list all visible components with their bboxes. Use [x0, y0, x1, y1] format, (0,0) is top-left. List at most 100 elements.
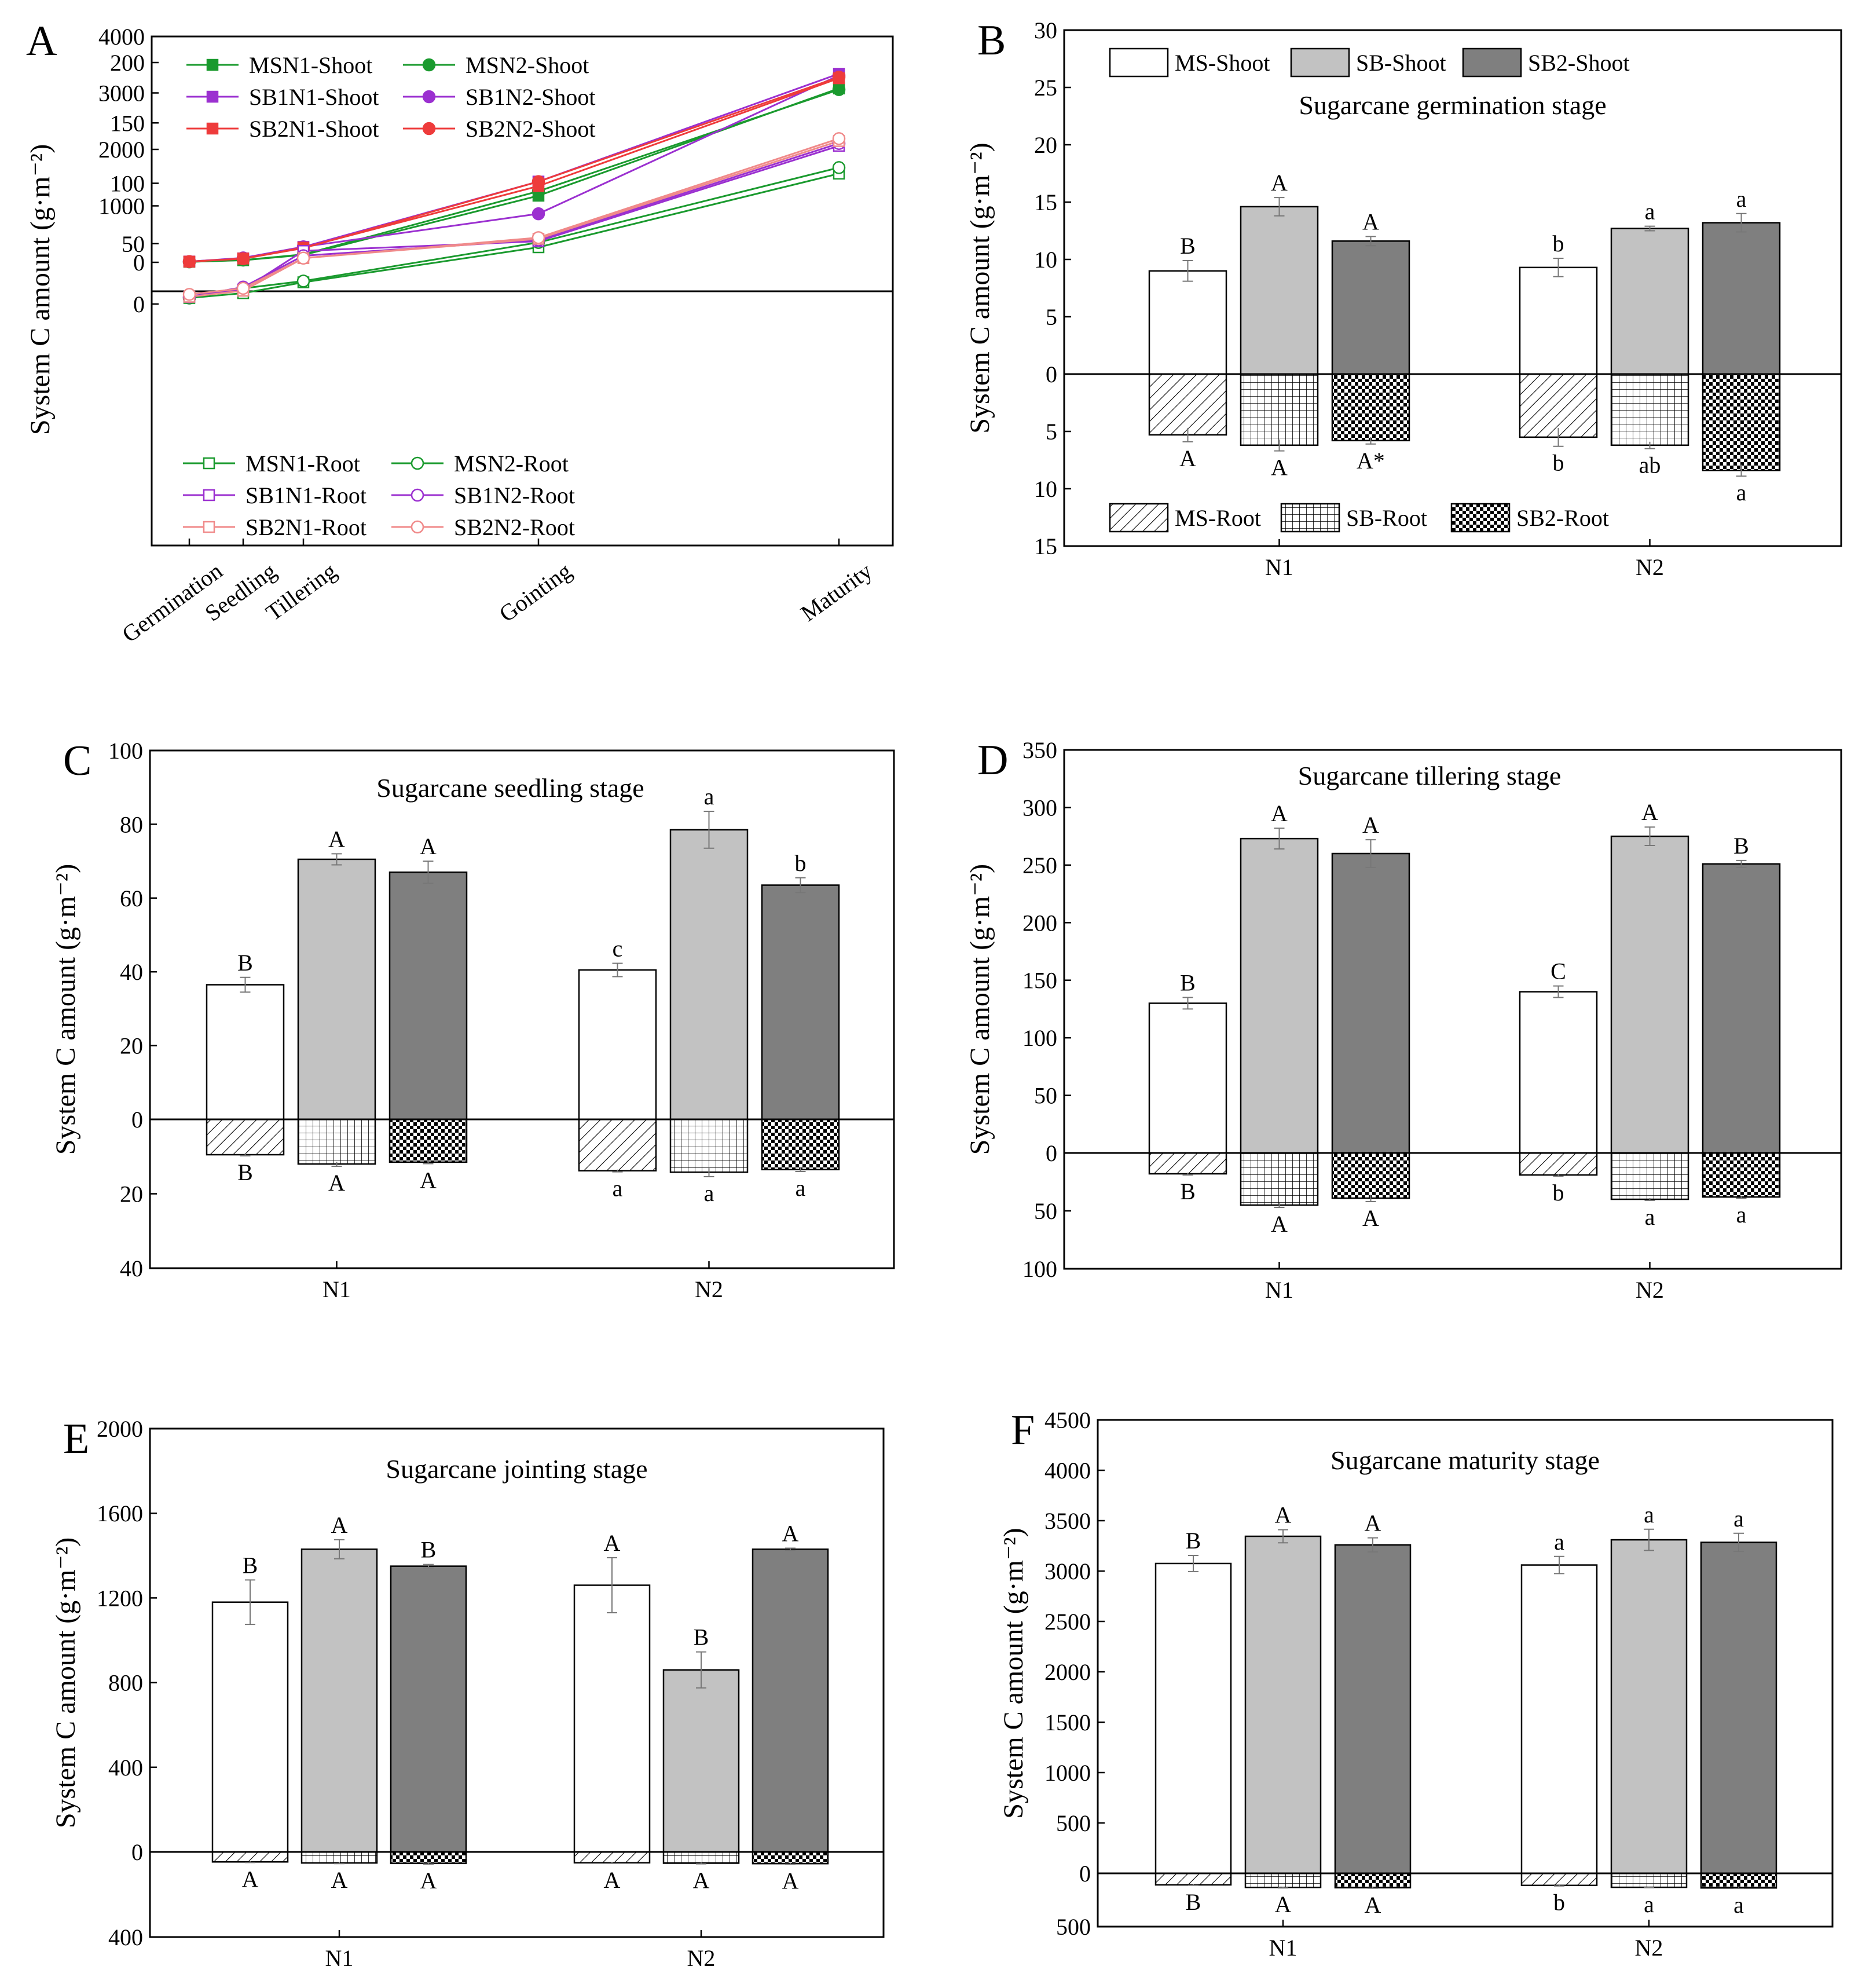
bar-sb-root — [1240, 1152, 1319, 1206]
bar-sb-shoot — [1240, 837, 1319, 1154]
significance-label: A — [604, 1867, 621, 1893]
series-line — [189, 142, 840, 298]
bar-ms-root — [578, 1118, 657, 1171]
significance-label: B — [1733, 833, 1749, 859]
significance-label: B — [694, 1624, 709, 1650]
bar-sb-shoot — [1244, 1535, 1322, 1874]
chart-title: Sugarcane jointing stage — [386, 1454, 647, 1484]
bar-sb-shoot — [1610, 228, 1689, 375]
panel-e: E B A A A B A A A B A A A 0 400 800 1200 1600 2000 400 N1 N2 S… — [50, 1415, 885, 1971]
y-tick-label: 10 — [1034, 476, 1057, 502]
panel-c: C B B A A A Ac a a a b a 0 20 40 60 80 100 20 40 N1 N2 Sugarca… — [50, 737, 895, 1302]
data-point — [832, 161, 846, 174]
y-tick-label: 100 — [108, 738, 143, 764]
significance-label: a — [704, 1180, 714, 1206]
plot-frame — [149, 749, 895, 1269]
series-line — [189, 140, 840, 298]
bar-sb2-root — [752, 1851, 829, 1865]
significance-label: B — [243, 1552, 258, 1578]
x-tick-label: N1 — [1269, 1935, 1297, 1961]
significance-label: A — [1365, 1892, 1381, 1918]
bar-sb-shoot — [1240, 206, 1319, 375]
significance-label: A — [1271, 455, 1288, 481]
series-line — [189, 166, 840, 299]
bar-sb2-root — [1331, 373, 1410, 442]
bar-ms-shoot — [578, 969, 657, 1121]
data-point — [410, 488, 424, 502]
significance-label: A — [782, 1868, 799, 1894]
bar-sb2-shoot — [1331, 240, 1410, 375]
significance-label: A — [328, 1170, 345, 1196]
bar-sb2-shoot — [1700, 1542, 1777, 1874]
y-tick-label: 250 — [1022, 852, 1057, 878]
data-point — [832, 132, 846, 145]
significance-label: a — [1736, 479, 1747, 506]
legend-label: SB2-Root — [1516, 505, 1609, 531]
bar-sb2-root — [1702, 373, 1781, 471]
legend-swatch — [1280, 503, 1340, 533]
plot-frame — [1063, 29, 1842, 547]
significance-label: A — [331, 1512, 348, 1538]
significance-label: a — [1644, 1891, 1654, 1917]
bar-sb2-shoot — [761, 884, 840, 1121]
significance-label: a — [1645, 199, 1655, 225]
significance-label: c — [613, 936, 623, 962]
bar-ms-root — [1519, 373, 1598, 438]
bar-ms-root — [1154, 1872, 1232, 1886]
significance-label: A — [1275, 1502, 1292, 1528]
y-tick-label: 0 — [1046, 1140, 1057, 1166]
legend-label: MS-Root — [1175, 505, 1261, 531]
legend-label: MSN1-Root — [245, 451, 360, 477]
bar-sb2-root — [1702, 1152, 1781, 1198]
significance-label: A — [1271, 170, 1288, 196]
y-tick-label: 500 — [1056, 1810, 1091, 1836]
y-tick-label: 400 — [108, 1755, 143, 1781]
y-tick-label: 0 — [133, 250, 145, 276]
significance-label: a — [1645, 1204, 1655, 1230]
significance-label: a — [613, 1176, 623, 1202]
significance-label: A* — [1357, 448, 1385, 474]
data-point — [182, 255, 196, 268]
chart-title: Sugarcane germination stage — [1299, 90, 1606, 120]
chart-title: Sugarcane seedling stage — [376, 773, 644, 803]
y-tick-label: 20 — [1034, 132, 1057, 158]
data-point — [236, 281, 250, 295]
y-tick-label: 20 — [120, 1033, 143, 1059]
significance-label: A — [1362, 812, 1379, 838]
panel-letter-f: F — [1011, 1407, 1035, 1454]
data-point — [236, 252, 250, 266]
legend-label: MSN2-Root — [454, 451, 569, 477]
bar-sb-root — [1610, 373, 1689, 446]
y-tick-label: 1000 — [1044, 1760, 1091, 1786]
bar-sb-root — [300, 1851, 378, 1864]
y-tick-label: 100 — [1022, 1025, 1057, 1051]
bar-sb2-shoot — [1702, 863, 1781, 1154]
y-tick-label: 100 — [110, 171, 145, 197]
x-tick-label: Gointing — [494, 558, 577, 627]
bar-sb2-shoot — [752, 1548, 829, 1853]
data-point — [203, 521, 215, 533]
y-tick-label: 1500 — [1044, 1709, 1091, 1736]
significance-label: B — [237, 950, 253, 976]
bar-ms-shoot — [1148, 1002, 1227, 1154]
legend-label: SB2N1-Root — [245, 514, 366, 540]
y-tick-label: 800 — [108, 1670, 143, 1696]
y-axis-label: System C amount (g·m⁻²) — [50, 1537, 81, 1828]
significance-label: A — [1179, 445, 1196, 471]
bar-ms-root — [573, 1851, 651, 1863]
y-tick-label: 30 — [1034, 17, 1057, 43]
y-axis-label: System C amount (g·m⁻²) — [25, 144, 56, 435]
plot-frame — [1063, 749, 1842, 1270]
panel-letter-c: C — [63, 737, 91, 785]
bar-sb-root — [1610, 1872, 1688, 1888]
y-tick-label: 2000 — [1044, 1659, 1091, 1685]
y-tick-label: 1200 — [97, 1585, 143, 1611]
significance-label: a — [1733, 1892, 1744, 1918]
bar-sb-shoot — [669, 829, 749, 1121]
y-axis-label: System C amount (g·m⁻²) — [965, 864, 995, 1155]
y-tick-label: 2500 — [1044, 1609, 1091, 1635]
bar-ms-shoot — [573, 1584, 651, 1853]
x-tick-label: N2 — [1635, 1935, 1663, 1961]
y-tick-label: 50 — [1034, 1083, 1057, 1109]
